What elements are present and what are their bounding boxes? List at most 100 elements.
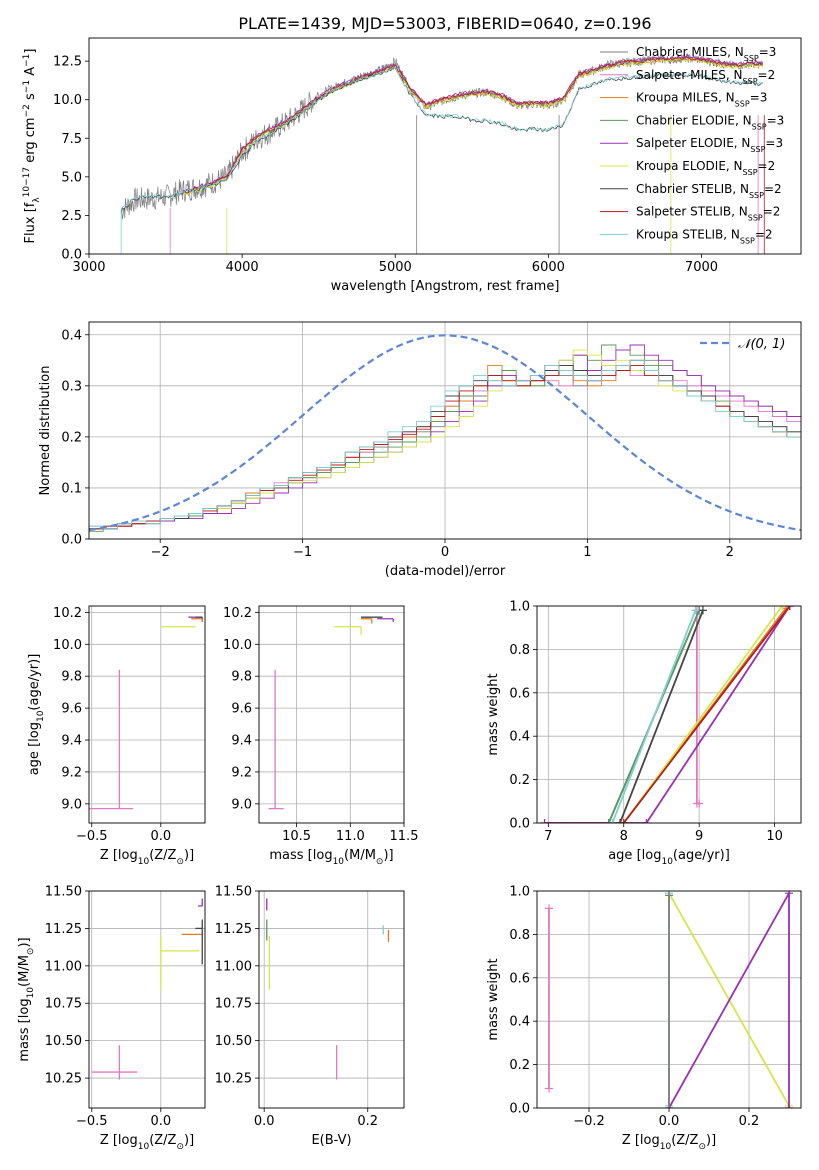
y-axis-label-part: 10 (36, 710, 46, 722)
panel-spectrum: 3000 4000 5000 6000 7000 0.0 2.5 5.0 7.5 10.0 12.5… (22, 37, 802, 294)
y-axis-label: age [log10(age/yr)] (27, 654, 46, 776)
x-axis-label-part: ⊙ (176, 1142, 184, 1152)
y-tick-label: 0.4 (509, 730, 530, 745)
x-axis-label-part: 10 (138, 857, 150, 867)
model-spectrum-salpeter_stelib (182, 56, 763, 194)
y-tick-label: 0.2 (509, 773, 530, 788)
y-axis-label-part: ] (23, 49, 38, 54)
y-tick-label: 9.6 (231, 702, 252, 717)
y-axis-label-part: 10 (22, 186, 32, 198)
x-axis-label-part: E(B-V) (311, 1133, 351, 1148)
x-tick-label: 8 (620, 829, 628, 844)
y-tick-label: 0.6 (509, 686, 530, 701)
mass_vs_Z-plot-area (91, 898, 203, 1080)
y-tick-label: 11.50 (45, 885, 82, 900)
axes-frame (536, 605, 802, 824)
axes-frame (258, 890, 405, 1109)
series-marker (785, 891, 793, 898)
axes-frame (88, 321, 802, 540)
y-tick-label: 2.5 (61, 209, 82, 224)
y-axis-label-part: −1 (22, 54, 32, 67)
normal-curve-line (89, 334, 801, 532)
x-tick-label: 10 (766, 829, 783, 844)
y-tick-label: 11.25 (45, 922, 82, 937)
legend-label-part: SSP (750, 145, 765, 154)
x-axis-label-part: Z [log (622, 1133, 660, 1148)
axes-frame (536, 890, 802, 1109)
x-tick-label: −0.5 (76, 829, 108, 844)
legend-label-part: Salpeter ELODIE, N (636, 136, 750, 150)
series-marker (608, 819, 617, 823)
y-tick-label: 9.6 (61, 702, 82, 717)
y-tick-label: 9.4 (231, 734, 252, 749)
legend-label-part: =2 (755, 227, 773, 241)
series-marker (619, 819, 628, 823)
errorbar-point (268, 669, 284, 810)
x-axis-label-part: (age/yr)] (673, 848, 730, 863)
x-axis-label-part: )] (706, 1133, 716, 1148)
y-tick-label: 9.2 (231, 765, 252, 780)
y-tick-label: 1.0 (509, 885, 530, 900)
legend-label: 𝒩(0, 1) (738, 337, 785, 352)
x-axis-label-part: age [log (608, 848, 661, 863)
y-axis-label: mass [log10(M/M⊙)] (17, 937, 36, 1061)
x-tick-label: −0.5 (76, 1114, 108, 1129)
y-tick-label: 0.2 (61, 430, 82, 445)
series-marker (785, 606, 794, 610)
x-tick-label: 0.2 (357, 1114, 378, 1129)
x-axis-label-part: (M/M (344, 848, 376, 863)
legend-label-part: Kroupa STELIB, N (636, 227, 740, 241)
errorbar-point (334, 626, 362, 635)
x-axis-label: E(B-V) (311, 1133, 351, 1148)
errorbar-point (361, 618, 373, 624)
x-axis-label: age [log10(age/yr)] (608, 848, 730, 867)
x-axis-label: Z [log10(Z/Z⊙)] (100, 1133, 194, 1152)
y-axis-label: mass weight (486, 958, 501, 1040)
x-tick-label: 11.5 (390, 829, 419, 844)
y-tick-label: 9.0 (231, 797, 252, 812)
legend-label-part: SSP (744, 54, 759, 63)
y-tick-label: 9.0 (61, 797, 82, 812)
y-axis-label-part: A (23, 67, 38, 80)
x-axis-label-part: (Z/Z (671, 1133, 698, 1148)
x-tick-label: 6000 (532, 260, 565, 275)
mass_weight_vs_Z-plot-area (545, 891, 793, 1108)
legend-label-part: =2 (758, 159, 776, 173)
y-tick-label: 9.8 (61, 670, 82, 685)
y-axis-label-part: erg cm (23, 117, 38, 166)
y-axis-label-part: ⊙ (26, 948, 36, 956)
series-line-kroupa_miles (544, 607, 787, 823)
x-axis-label-part: )] (184, 848, 194, 863)
x-tick-label: 10.5 (282, 829, 311, 844)
y-tick-label: 0.0 (61, 533, 82, 548)
legend-label-part: SSP (740, 236, 755, 245)
x-tick-label: 0.2 (739, 1114, 760, 1129)
x-axis-label-part: 10 (138, 1142, 150, 1152)
y-tick-label: 0.4 (509, 1015, 530, 1030)
x-tick-label: 0 (441, 545, 449, 560)
y-axis-label: Flux [fλ10−17 erg cm−2 s−1 A−1] (22, 49, 42, 244)
series-marker (642, 819, 651, 823)
series-line-salpeter_stelib (622, 606, 791, 823)
y-tick-label: 9.4 (61, 734, 82, 749)
legend-label: Kroupa MILES, NSSP=3 (636, 91, 767, 109)
y-axis-label: Normed distribution (38, 366, 53, 496)
y-tick-label: 10.2 (53, 606, 82, 621)
series-line-kroupa_stelib (611, 609, 697, 823)
x-tick-label: 0.0 (659, 1114, 680, 1129)
figure-title: PLATE=1439, MJD=53003, FIBERID=0640, z=0… (238, 14, 651, 33)
x-axis-label-part: )] (383, 848, 393, 863)
y-axis-label-part: (age/yr)] (27, 654, 42, 711)
x-axis-label-part: (Z/Z (149, 1133, 176, 1148)
series-marker (698, 606, 707, 615)
x-axis-label-part: wavelength [Angstrom, rest frame] (331, 279, 560, 294)
x-tick-label: 0.0 (150, 829, 171, 844)
legend-label-part: Salpeter MILES, N (636, 68, 743, 82)
panel-residuals: −2 −1 0 1 2 0.0 0.1 0.2 0.3 0.4 (data-model)/error… (38, 321, 802, 579)
age_vs_Z-plot-area (89, 616, 203, 810)
model-spectrum-kroupa_stelib (120, 65, 763, 210)
y-tick-label: 10.50 (215, 1034, 252, 1049)
x-axis-label-part: 10 (660, 1142, 672, 1152)
y-axis-label-part: )] (17, 937, 32, 947)
